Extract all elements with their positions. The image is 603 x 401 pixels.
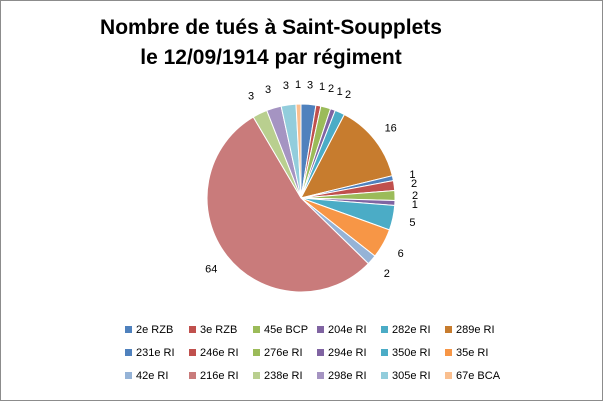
legend-item-216e-ri: 216e RI <box>189 369 239 383</box>
legend-label: 45e BCP <box>264 324 309 336</box>
legend-label: 2e RZB <box>136 324 174 336</box>
legend-item-231e-ri: 231e RI <box>125 346 175 360</box>
legend-item-67e-bca: 67e BCA <box>445 369 500 383</box>
data-label-42e-ri: 2 <box>384 268 390 280</box>
legend-swatch <box>253 326 260 333</box>
legend-swatch <box>125 372 132 379</box>
legend-label: 276e RI <box>264 347 303 359</box>
legend-swatch <box>189 349 196 356</box>
data-label-246e-ri: 2 <box>411 178 417 190</box>
legend-label: 204e RI <box>328 324 367 336</box>
legend-item-45e-bcp: 45e BCP <box>253 323 308 337</box>
pie-slice-67e-bca <box>295 103 302 199</box>
data-label-67e-bca: 1 <box>295 79 301 91</box>
legend-label: 216e RI <box>200 370 239 382</box>
pie-slice-216e-ri <box>206 116 370 293</box>
data-label-350e-ri: 5 <box>409 217 415 229</box>
legend-item-305e-ri: 305e RI <box>381 369 431 383</box>
legend-swatch <box>381 326 388 333</box>
data-label-305e-ri: 3 <box>283 80 289 92</box>
legend-item-35e-ri: 35e RI <box>445 346 488 360</box>
legend-item-246e-ri: 246e RI <box>189 346 239 360</box>
pie-slice-289e-ri <box>300 113 393 199</box>
legend-swatch <box>381 349 388 356</box>
legend-swatch <box>381 372 388 379</box>
data-label-45e-bcp: 2 <box>328 83 334 95</box>
legend-item-2e-rzb: 2e RZB <box>125 323 173 337</box>
legend-label: 305e RI <box>392 370 431 382</box>
data-label-298e-ri: 3 <box>265 84 271 96</box>
legend-swatch <box>317 372 324 379</box>
data-label-282e-ri: 2 <box>345 89 351 101</box>
data-label-238e-ri: 3 <box>248 91 254 103</box>
legend-item-3e-rzb: 3e RZB <box>189 323 237 337</box>
legend-swatch <box>253 349 260 356</box>
legend-label: 298e RI <box>328 370 367 382</box>
legend-item-298e-ri: 298e RI <box>317 369 367 383</box>
data-label-35e-ri: 6 <box>398 248 404 260</box>
legend-item-294e-ri: 294e RI <box>317 346 367 360</box>
data-label-231e-ri: 1 <box>409 169 415 181</box>
legend-item-276e-ri: 276e RI <box>253 346 303 360</box>
legend-label: 238e RI <box>264 370 303 382</box>
legend-swatch <box>445 326 452 333</box>
legend-swatch <box>189 326 196 333</box>
legend-swatch <box>445 349 452 356</box>
legend-swatch <box>125 326 132 333</box>
chart-title-line-1: Nombre de tués à Saint-Soupplets <box>100 16 442 39</box>
legend-label: 289e RI <box>456 324 495 336</box>
data-label-294e-ri: 1 <box>412 199 418 211</box>
legend-label: 294e RI <box>328 347 367 359</box>
legend-item-350e-ri: 350e RI <box>381 346 431 360</box>
legend-label: 246e RI <box>200 347 239 359</box>
chart-title: Nombre de tués à Saint-Soupplets le 12/0… <box>61 13 481 73</box>
legend-item-42e-ri: 42e RI <box>125 369 168 383</box>
legend-label: 3e RZB <box>200 324 238 336</box>
data-label-276e-ri: 2 <box>412 190 418 202</box>
legend-swatch <box>125 349 132 356</box>
legend-label: 42e RI <box>136 370 169 382</box>
legend-swatch <box>445 372 452 379</box>
legend-label: 231e RI <box>136 347 175 359</box>
legend-label: 350e RI <box>392 347 431 359</box>
legend-swatch <box>253 372 260 379</box>
data-label-289e-ri: 16 <box>385 123 397 135</box>
data-label-3e-rzb: 1 <box>319 81 325 93</box>
legend-item-204e-ri: 204e RI <box>317 323 367 337</box>
legend-label: 282e RI <box>392 324 431 336</box>
data-label-204e-ri: 1 <box>337 86 343 98</box>
legend-item-282e-ri: 282e RI <box>381 323 431 337</box>
legend-swatch <box>189 372 196 379</box>
legend-item-238e-ri: 238e RI <box>253 369 303 383</box>
legend-item-289e-ri: 289e RI <box>445 323 495 337</box>
legend-swatch <box>317 349 324 356</box>
legend-label: 67e BCA <box>456 370 501 382</box>
data-label-2e-rzb: 3 <box>307 79 313 91</box>
data-label-216e-ri: 64 <box>205 263 217 275</box>
chart-title-line-2: le 12/09/1914 par régiment <box>140 46 402 69</box>
legend-swatch <box>317 326 324 333</box>
legend-label: 35e RI <box>456 347 489 359</box>
